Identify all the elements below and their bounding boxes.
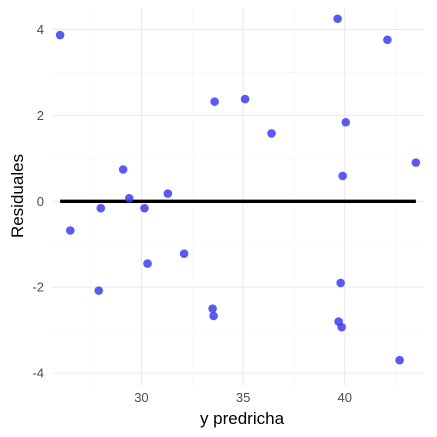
y-tick-label: 2	[37, 108, 44, 123]
data-point	[412, 158, 421, 167]
data-point	[341, 118, 350, 127]
y-tick-label: -2	[32, 280, 44, 295]
y-tick-label: 0	[37, 194, 44, 209]
data-point	[56, 31, 65, 40]
x-tick-label: 40	[337, 390, 351, 405]
data-point	[96, 204, 105, 213]
y-tick-label: 4	[37, 22, 44, 37]
data-point	[210, 97, 219, 106]
data-point	[143, 259, 152, 268]
data-point	[209, 312, 218, 321]
data-point	[383, 35, 392, 44]
data-point	[333, 14, 342, 23]
data-point	[267, 129, 276, 138]
data-point	[338, 172, 347, 181]
data-point	[180, 249, 189, 258]
x-axis-title: y predricha	[200, 409, 285, 428]
data-point	[395, 356, 404, 365]
data-point	[140, 204, 149, 213]
x-tick-label: 35	[236, 390, 250, 405]
data-point	[336, 279, 345, 288]
data-point	[241, 95, 250, 104]
data-point	[94, 286, 103, 295]
data-point	[66, 226, 75, 235]
x-tick-label: 30	[134, 390, 148, 405]
y-axis-title: Residuales	[8, 154, 27, 238]
data-point	[337, 323, 346, 332]
data-point	[164, 189, 173, 198]
data-point	[208, 304, 217, 313]
data-point	[125, 194, 134, 203]
y-tick-label: -4	[32, 366, 44, 381]
data-point	[119, 165, 128, 174]
